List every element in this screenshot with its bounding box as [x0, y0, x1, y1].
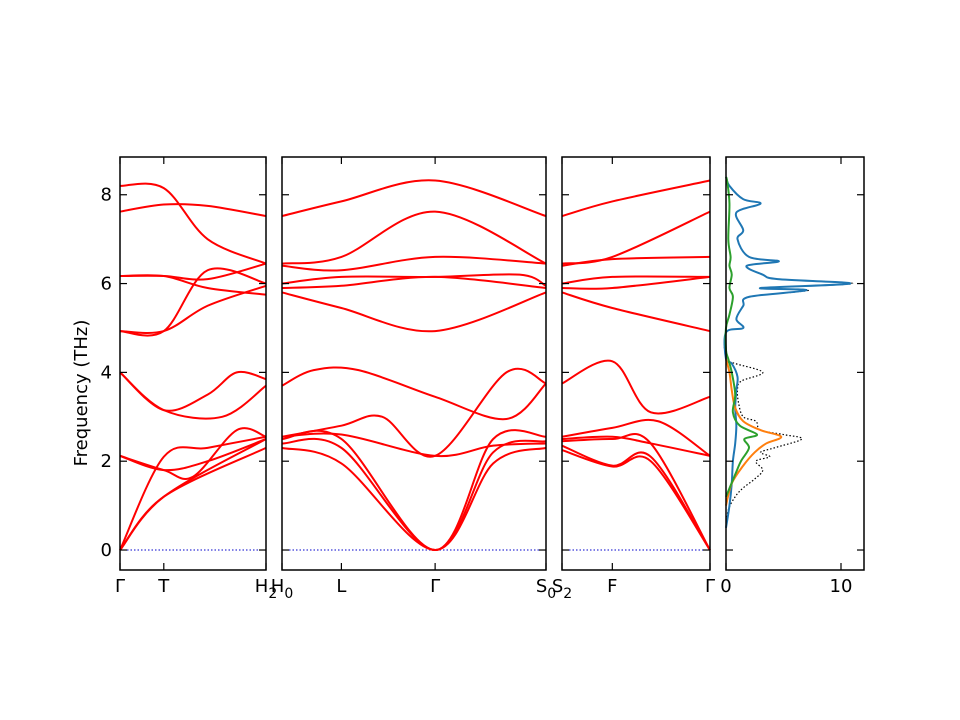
- high-symmetry-label: Γ: [705, 576, 715, 597]
- dos-panel: 0 10: [720, 156, 865, 597]
- y-tick-label: 4: [101, 362, 112, 383]
- phonon-band-line: [281, 255, 547, 272]
- y-axis-label: Frequency (THz): [71, 320, 92, 467]
- band-segment-1: Γ T H2 0 2 4 6 8: [101, 156, 277, 602]
- high-symmetry-label: Γ: [430, 576, 440, 597]
- phonon-band-line: [281, 275, 547, 290]
- phonon-band-line: [561, 255, 711, 267]
- high-symmetry-label: H0: [271, 576, 293, 602]
- phonon-band-line: [119, 274, 267, 296]
- panel-frame: [119, 156, 267, 571]
- dos-curve: [723, 176, 852, 528]
- phonon-band-line: [281, 210, 547, 265]
- phonon-band-line: [281, 273, 547, 287]
- phonon-band-line: [561, 275, 711, 290]
- panel-frame: [281, 156, 547, 571]
- high-symmetry-label: S2: [552, 576, 572, 602]
- high-symmetry-label: H2: [255, 576, 277, 602]
- phonon-band-line: [119, 182, 267, 265]
- y-tick-label: 6: [101, 274, 112, 295]
- band-segment-3: S2 F Γ: [552, 156, 715, 602]
- high-symmetry-label: Γ: [115, 576, 125, 597]
- dos-curve: [725, 358, 783, 506]
- phonon-band-line: [561, 418, 711, 457]
- phonon-band-line: [119, 284, 267, 334]
- panel-frame: [725, 156, 865, 571]
- panel-frame: [561, 156, 711, 571]
- phonon-band-line: [281, 432, 547, 458]
- phonon-band-line: [119, 427, 267, 480]
- y-tick-label: 2: [101, 451, 112, 472]
- phonon-band-line: [561, 435, 711, 457]
- high-symmetry-label: L: [336, 576, 346, 597]
- phonon-band-line: [119, 435, 267, 551]
- x-tick-label: 10: [830, 576, 853, 597]
- phonon-band-line: [281, 366, 547, 421]
- phonon-band-line: [119, 203, 267, 218]
- high-symmetry-label: T: [157, 576, 170, 597]
- phonon-band-line: [561, 275, 711, 285]
- phonon-band-line: [561, 179, 711, 218]
- phonon-band-line: [119, 438, 267, 551]
- phonon-band-line: [561, 210, 711, 265]
- high-symmetry-label: F: [607, 576, 617, 597]
- phonon-band-line: [561, 444, 711, 551]
- phonon-band-line: [281, 367, 547, 458]
- band-segment-2: H0 L Γ S0: [271, 156, 556, 602]
- x-tick-label: 0: [720, 576, 731, 597]
- phonon-band-line: [561, 432, 711, 551]
- y-tick-label: 8: [101, 185, 112, 206]
- phonon-band-line: [281, 179, 547, 218]
- phonon-band-line: [119, 438, 267, 472]
- phonon-band-line: [119, 267, 267, 337]
- dos-curve: [723, 176, 854, 528]
- phonon-band-line: [119, 262, 267, 281]
- phonon-band-line: [119, 370, 267, 412]
- phonon-band-line: [561, 291, 711, 333]
- phonon-band-line: [281, 291, 547, 333]
- y-tick-label: 0: [101, 540, 112, 561]
- high-symmetry-label: S0: [536, 576, 556, 602]
- phonon-band-line: [561, 449, 711, 551]
- phonon-band-line: [561, 359, 711, 415]
